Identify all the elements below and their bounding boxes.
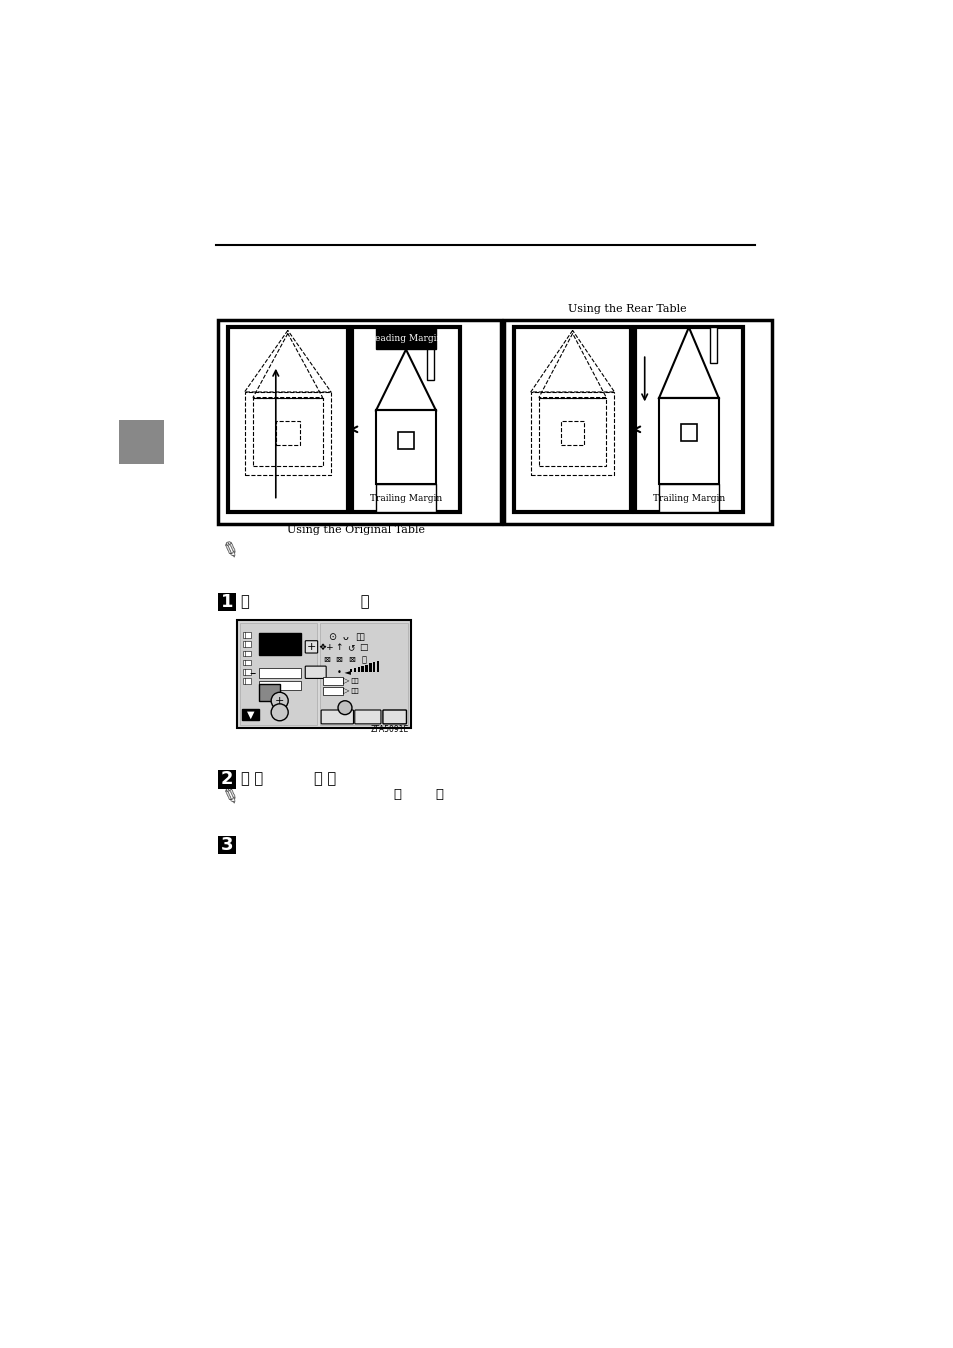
FancyBboxPatch shape (321, 710, 354, 724)
Text: ⏻: ⏻ (361, 655, 366, 665)
Text: ✎: ✎ (217, 786, 241, 810)
Bar (253, 398, 322, 466)
Bar (119, 419, 164, 464)
Polygon shape (659, 328, 718, 398)
Text: ▷: ▷ (343, 677, 350, 685)
Bar (275, 422, 299, 445)
Bar (243, 642, 251, 647)
Bar (375, 484, 436, 512)
Bar (241, 709, 258, 720)
Text: ◫: ◫ (355, 632, 364, 642)
Bar (350, 669, 352, 673)
Text: ▷: ▷ (343, 686, 350, 696)
Bar (365, 665, 367, 673)
Circle shape (271, 704, 288, 721)
Text: +: + (307, 642, 315, 652)
Bar (236, 620, 411, 728)
Text: 【                        】: 【 】 (241, 596, 369, 609)
Bar (258, 634, 301, 655)
Circle shape (271, 693, 288, 709)
Bar (228, 328, 348, 512)
Bar (530, 392, 614, 474)
Text: Trailing Margin: Trailing Margin (370, 493, 441, 503)
Bar (217, 770, 236, 789)
Text: ◫: ◫ (350, 677, 358, 685)
Bar (357, 667, 359, 673)
Bar (369, 663, 371, 673)
Bar (218, 319, 500, 523)
FancyBboxPatch shape (305, 640, 317, 652)
Bar (243, 651, 251, 656)
FancyBboxPatch shape (355, 710, 380, 724)
Text: 1: 1 (220, 593, 233, 611)
Bar (244, 392, 331, 474)
Circle shape (337, 701, 352, 714)
Bar (258, 683, 280, 701)
Bar (659, 484, 718, 512)
Bar (217, 593, 236, 612)
Bar (258, 681, 301, 690)
Text: ✎: ✎ (217, 539, 241, 563)
Text: 2: 2 (220, 770, 233, 789)
Bar (709, 328, 717, 363)
Bar (634, 328, 742, 512)
Text: Trailing Margin: Trailing Margin (652, 493, 724, 503)
Text: Using the Rear Table: Using the Rear Table (567, 305, 685, 314)
Bar (679, 423, 697, 441)
Text: +: + (274, 696, 284, 706)
Text: ↺: ↺ (347, 643, 355, 652)
Bar (243, 678, 251, 683)
Text: 【        】: 【 】 (241, 789, 443, 801)
Text: ❖+: ❖+ (318, 643, 334, 652)
Text: ZFA5091E: ZFA5091E (371, 725, 409, 735)
Text: ⊠: ⊠ (348, 655, 355, 665)
Text: ⊙: ⊙ (328, 632, 335, 642)
Text: • ◄: • ◄ (336, 667, 351, 677)
Bar (243, 669, 251, 674)
Text: 3: 3 (220, 836, 233, 853)
Text: ᴗ: ᴗ (343, 632, 349, 642)
Text: □: □ (359, 643, 368, 652)
Bar (560, 422, 583, 445)
Bar (376, 661, 379, 673)
Bar (320, 623, 408, 725)
Text: ↑: ↑ (335, 643, 342, 652)
FancyBboxPatch shape (305, 666, 326, 678)
Bar (538, 398, 606, 466)
Bar (427, 349, 434, 380)
Bar (504, 319, 771, 523)
Bar (240, 623, 317, 725)
Bar (352, 328, 459, 512)
Bar (375, 410, 436, 484)
Bar (243, 632, 251, 638)
Bar (361, 666, 363, 673)
Text: ▼: ▼ (246, 709, 253, 720)
Polygon shape (375, 349, 436, 410)
Bar (514, 328, 630, 512)
Bar (397, 433, 414, 449)
Bar (217, 836, 236, 855)
Bar (258, 669, 301, 678)
Bar (373, 662, 375, 673)
FancyBboxPatch shape (382, 710, 406, 724)
Text: ⊠: ⊠ (335, 655, 342, 665)
Text: ⊠: ⊠ (323, 655, 330, 665)
Bar (375, 328, 436, 349)
Text: ◫: ◫ (350, 686, 358, 696)
Bar (323, 677, 342, 685)
Text: –: – (249, 666, 255, 679)
Bar (354, 669, 355, 673)
Bar (323, 687, 342, 694)
Text: Using the Original Table: Using the Original Table (286, 526, 424, 535)
Bar (659, 398, 718, 484)
Text: 【 】           【 】: 【 】 【 】 (241, 772, 335, 786)
Text: Leading Margin: Leading Margin (369, 334, 442, 342)
Bar (243, 661, 251, 666)
